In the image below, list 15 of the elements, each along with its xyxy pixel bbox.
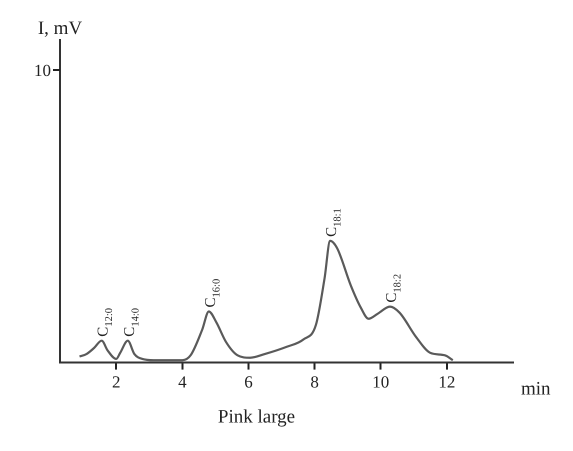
x-tick-label: 2: [112, 372, 120, 392]
x-tick-label: 12: [438, 372, 456, 392]
text: I, mV: [38, 18, 82, 39]
x-tick-label: 4: [178, 372, 188, 392]
x-tick-label: 6: [244, 372, 253, 392]
annotation: C16:0: [202, 278, 222, 308]
x-tick-label: 10: [372, 372, 390, 392]
x-axis-title: min: [521, 378, 552, 400]
text: 10: [34, 61, 51, 80]
annotation: C12:0: [96, 308, 116, 337]
x-tick-label: 8: [310, 372, 319, 392]
annotation: C14:0: [122, 308, 142, 337]
annotation: C18:2: [384, 274, 404, 303]
annotation: C18:1: [324, 208, 344, 237]
text: Pink large: [218, 406, 296, 428]
